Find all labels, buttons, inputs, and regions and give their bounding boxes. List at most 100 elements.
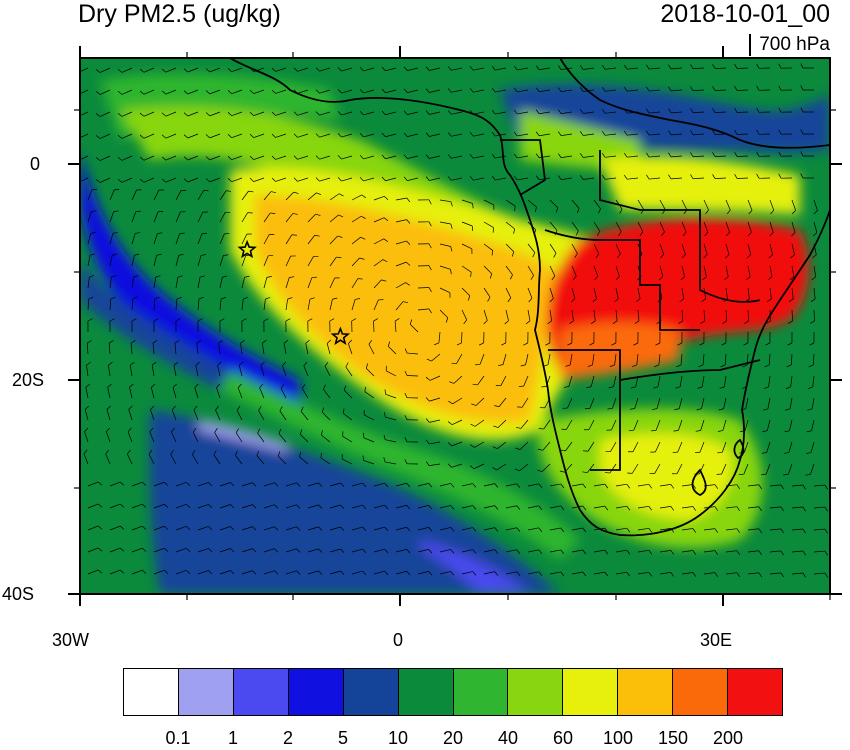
wind-barb bbox=[351, 526, 363, 531]
wind-barb-flag bbox=[425, 461, 430, 466]
wind-barb-flag bbox=[586, 386, 592, 389]
wind-barb-flag bbox=[560, 549, 565, 555]
wind-barb bbox=[153, 481, 165, 487]
wind-barb-flag bbox=[646, 130, 650, 136]
wind-barb bbox=[417, 571, 429, 575]
wind-barb-flag bbox=[668, 130, 672, 136]
wind-barb bbox=[99, 89, 111, 95]
wind-barb bbox=[87, 569, 99, 575]
wind-barb-flag bbox=[359, 154, 364, 160]
wind-barb bbox=[451, 67, 463, 71]
wind-barb bbox=[241, 504, 253, 509]
wind-barb bbox=[299, 456, 309, 465]
wind-barb bbox=[681, 484, 693, 487]
wind-barb-flag bbox=[362, 482, 367, 488]
wind-barb bbox=[681, 528, 693, 531]
wind-barb-flag bbox=[359, 176, 364, 182]
wind-barb-flag bbox=[450, 223, 453, 229]
wind-barb bbox=[768, 375, 771, 387]
wind-barb-flag bbox=[639, 231, 644, 237]
wind-barb-flag bbox=[183, 68, 188, 73]
wind-barb-flag bbox=[582, 483, 587, 489]
wind-barb-flag bbox=[501, 342, 506, 346]
wind-barb-flag bbox=[447, 421, 453, 425]
wind-barb-flag bbox=[128, 405, 133, 410]
wind-barb bbox=[791, 221, 796, 233]
wind-barb-flag bbox=[218, 340, 224, 344]
wind-barb-flag bbox=[626, 572, 631, 577]
wind-barb bbox=[747, 550, 759, 553]
wind-barb-flag bbox=[139, 90, 145, 95]
wind-barb-flag bbox=[516, 549, 521, 554]
wind-barb bbox=[87, 547, 99, 553]
wind-barb bbox=[216, 387, 221, 399]
wind-barb-flag bbox=[293, 133, 298, 138]
wind-barb bbox=[299, 433, 309, 443]
wind-barb bbox=[439, 243, 451, 247]
wind-barb bbox=[80, 177, 89, 183]
wind-barb bbox=[681, 309, 684, 321]
wind-barb-flag bbox=[359, 88, 364, 94]
wind-barb-flag bbox=[285, 318, 291, 322]
lon-label-30w: 30W bbox=[52, 630, 90, 650]
wind-barb bbox=[165, 89, 177, 95]
wind-barb bbox=[319, 111, 331, 116]
wind-barb-flag bbox=[428, 265, 432, 271]
wind-barb-flag bbox=[712, 174, 716, 179]
wind-barb-flag bbox=[84, 405, 90, 410]
wind-barb-flag bbox=[670, 572, 675, 577]
wind-barb-flag bbox=[381, 88, 386, 93]
wind-barb bbox=[285, 255, 292, 267]
wind-barb bbox=[395, 504, 407, 509]
wind-barb bbox=[253, 89, 265, 94]
wind-barb-flag bbox=[802, 506, 806, 512]
wind-barb-flag bbox=[690, 152, 694, 157]
wind-barb bbox=[429, 397, 441, 402]
wind-barb bbox=[473, 89, 485, 93]
wind-barb-flag bbox=[91, 210, 97, 212]
colorbar-swatch bbox=[233, 669, 289, 715]
wind-barb-flag bbox=[447, 66, 452, 71]
wind-barb bbox=[461, 243, 473, 250]
wind-barb-flag bbox=[131, 318, 137, 322]
colorbar-level-label: 40 bbox=[497, 728, 519, 748]
wind-barb bbox=[324, 366, 331, 377]
wind-barb bbox=[275, 67, 287, 72]
wind-barb-flag bbox=[658, 276, 664, 281]
wind-barb-flag bbox=[74, 114, 78, 117]
wind-barb-flag bbox=[387, 341, 391, 347]
wind-barb-flag bbox=[699, 342, 705, 346]
datetime-label: 2018-10-01_00 bbox=[660, 0, 830, 28]
wind-barb-flag bbox=[589, 342, 595, 346]
wind-barb-flag bbox=[108, 340, 114, 344]
wind-barb-flag bbox=[800, 107, 804, 113]
wind-barb-flag bbox=[89, 253, 95, 256]
wind-barb bbox=[539, 67, 551, 71]
wind-barb bbox=[386, 370, 397, 377]
wind-barb bbox=[483, 199, 495, 206]
wind-barb-flag bbox=[98, 525, 103, 530]
wind-barb bbox=[329, 526, 341, 531]
wind-barb-flag bbox=[208, 504, 213, 509]
wind-barb bbox=[219, 212, 226, 223]
wind-barb bbox=[307, 548, 319, 553]
wind-barb-flag bbox=[230, 504, 235, 509]
wind-barb-flag bbox=[674, 408, 680, 411]
wind-barb bbox=[681, 287, 685, 299]
wind-barb-flag bbox=[447, 88, 452, 93]
wind-barb-flag bbox=[648, 506, 653, 511]
wind-barb bbox=[769, 287, 772, 299]
wind-barb-flag bbox=[214, 428, 218, 433]
wind-barb bbox=[187, 133, 199, 139]
wind-barb-flag bbox=[88, 296, 94, 300]
wind-barb bbox=[236, 410, 243, 421]
wind-barb-flag bbox=[700, 320, 705, 324]
wind-barb bbox=[363, 437, 375, 443]
wind-barb-flag bbox=[541, 386, 547, 388]
wind-barb bbox=[219, 299, 222, 311]
wind-barb-flag bbox=[230, 482, 235, 487]
wind-barb-flag bbox=[612, 320, 618, 324]
wind-barb bbox=[429, 89, 441, 93]
wind-barb bbox=[505, 265, 513, 276]
wind-barb bbox=[329, 235, 338, 245]
